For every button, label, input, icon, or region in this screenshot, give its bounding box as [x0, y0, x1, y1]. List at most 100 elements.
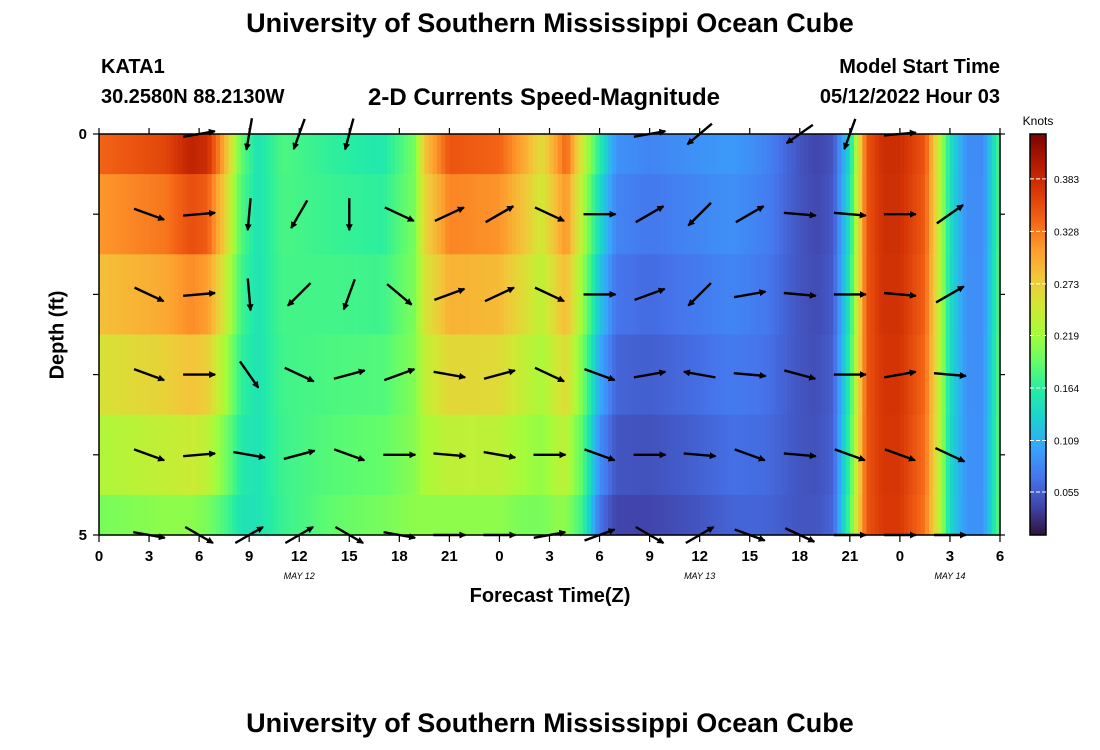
heatmap-cell [766, 134, 772, 175]
heatmap-cell [678, 334, 684, 416]
heatmap-cell [165, 334, 171, 416]
colorbar: Knots 0.055 0.109 0.164 0.219 0.273 0.328 0.383 [1023, 114, 1079, 536]
heatmap-cell [340, 174, 346, 255]
heatmap-cell [728, 254, 734, 336]
heatmap-cell [211, 134, 217, 175]
heatmap-cell [774, 414, 780, 496]
heatmap-cell [486, 494, 492, 536]
heatmap-cell [236, 494, 242, 536]
heatmap-cell [482, 334, 488, 416]
heatmap-cell [820, 414, 826, 496]
heatmap-cell [833, 134, 838, 175]
heatmap-cell [653, 334, 659, 416]
heatmap-cell [578, 134, 584, 175]
heatmap-cell [111, 414, 117, 496]
heatmap-cell [174, 134, 179, 175]
current-vector [883, 129, 917, 137]
heatmap-cell [315, 334, 321, 416]
heatmap-cell [161, 134, 167, 175]
heatmap-cell [632, 334, 638, 416]
current-vector [683, 452, 717, 460]
heatmap-cell [307, 334, 313, 416]
heatmap-cell [628, 334, 634, 416]
heatmap-cell [103, 334, 108, 416]
heatmap-cell [140, 134, 146, 175]
heatmap-cell [737, 494, 742, 536]
heatmap-cell [165, 494, 171, 536]
heatmap-cell [524, 174, 530, 255]
heatmap-cell [637, 334, 642, 416]
heatmap-cell [119, 174, 125, 255]
heatmap-cell [541, 494, 546, 536]
heatmap-cell [541, 134, 546, 175]
heatmap-cell [682, 334, 688, 416]
heatmap-cell [128, 414, 133, 496]
heatmap-cell [720, 174, 726, 255]
current-vector [484, 205, 515, 224]
heatmap-cell [286, 334, 292, 416]
heatmap-cell [562, 134, 567, 175]
heatmap-cell [612, 414, 617, 496]
current-vector [936, 204, 964, 225]
current-vector [134, 286, 165, 303]
heatmap-cell [516, 494, 521, 536]
heatmap-cell [315, 254, 321, 336]
heatmap-cell [290, 494, 296, 536]
heatmap-cell [457, 254, 463, 336]
heatmap-cell [132, 254, 138, 336]
heatmap-cell [282, 254, 288, 336]
current-vector [834, 448, 866, 462]
heatmap-cell [99, 174, 104, 255]
heatmap-cell [240, 134, 246, 175]
heatmap-cell [240, 414, 246, 496]
current-vector [734, 448, 766, 462]
heatmap-cell [970, 494, 976, 536]
heatmap-cell [954, 494, 959, 536]
heatmap-cell [169, 494, 175, 536]
heatmap-cell [128, 494, 133, 536]
heatmap-cell [232, 174, 238, 255]
heatmap-cell [995, 174, 1001, 255]
heatmap-cell [361, 414, 367, 496]
heatmap-cell [628, 494, 634, 536]
heatmap-cell [482, 414, 488, 496]
heatmap-cell [733, 414, 738, 496]
heatmap-cell [119, 494, 125, 536]
current-vector [434, 206, 465, 223]
heatmap-cell [716, 414, 722, 496]
heatmap-cell [136, 334, 142, 416]
heatmap-cell [728, 174, 734, 255]
heatmap-cell [820, 334, 826, 416]
current-vector [433, 287, 466, 301]
heatmap-cell [691, 134, 697, 175]
heatmap-cell [119, 254, 125, 336]
heatmap-cell [278, 254, 284, 336]
heatmap-cell [278, 334, 284, 416]
heatmap-cell [866, 254, 872, 336]
heatmap-cell [286, 174, 292, 255]
heatmap-cell [753, 254, 759, 336]
heatmap-cell [758, 494, 763, 536]
heatmap-cell [616, 254, 622, 336]
heatmap-cell [370, 254, 375, 336]
heatmap-cell [516, 334, 521, 416]
heatmap-cell [870, 414, 876, 496]
heatmap-cell [432, 334, 438, 416]
heatmap-cell [119, 414, 125, 496]
heatmap-cell [949, 494, 955, 536]
heatmap-cell [933, 174, 939, 255]
heatmap-cell [737, 134, 742, 175]
heatmap-cell [153, 134, 158, 175]
heatmap-cell [841, 134, 847, 175]
heatmap-cell [470, 494, 476, 536]
x-tick-label: 12 [291, 548, 308, 565]
heatmap-cell [370, 414, 375, 496]
heatmap-cell [357, 174, 363, 255]
heatmap-cell [507, 174, 513, 255]
heatmap-cell [149, 134, 154, 175]
heatmap-cell [962, 174, 968, 255]
heatmap-cell [995, 494, 1001, 536]
heatmap-cell [670, 254, 676, 336]
heatmap-cell [299, 494, 304, 536]
heatmap-cell [858, 494, 863, 536]
